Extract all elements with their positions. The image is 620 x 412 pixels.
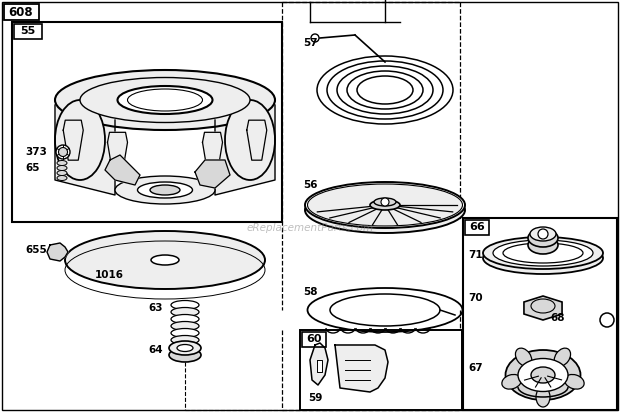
Polygon shape <box>195 160 230 188</box>
Ellipse shape <box>58 147 68 157</box>
Ellipse shape <box>565 375 584 389</box>
Polygon shape <box>524 296 562 320</box>
Ellipse shape <box>305 182 465 228</box>
Ellipse shape <box>505 350 580 400</box>
Ellipse shape <box>503 243 583 263</box>
Bar <box>463 218 617 410</box>
Ellipse shape <box>169 341 201 355</box>
Polygon shape <box>107 132 128 172</box>
Polygon shape <box>310 343 328 385</box>
Ellipse shape <box>554 348 570 366</box>
Bar <box>300 330 462 410</box>
Ellipse shape <box>55 70 275 130</box>
Ellipse shape <box>518 358 568 391</box>
Ellipse shape <box>528 229 558 247</box>
Text: 55: 55 <box>20 26 35 36</box>
Bar <box>302 332 326 347</box>
Ellipse shape <box>370 200 400 210</box>
Ellipse shape <box>171 300 199 309</box>
Text: 373: 373 <box>25 147 47 157</box>
Polygon shape <box>47 243 68 261</box>
Ellipse shape <box>118 86 213 114</box>
Ellipse shape <box>57 161 67 166</box>
Ellipse shape <box>80 77 250 122</box>
Ellipse shape <box>502 375 521 389</box>
Text: 59: 59 <box>308 393 322 403</box>
Ellipse shape <box>177 344 193 351</box>
Text: eReplacementParts.com: eReplacementParts.com <box>246 223 374 233</box>
Ellipse shape <box>56 145 70 159</box>
Polygon shape <box>55 105 115 195</box>
Circle shape <box>600 313 614 327</box>
Bar <box>465 220 489 235</box>
Ellipse shape <box>483 237 603 269</box>
Ellipse shape <box>115 176 215 204</box>
Polygon shape <box>247 120 267 160</box>
Ellipse shape <box>171 307 199 316</box>
Ellipse shape <box>55 100 105 180</box>
Ellipse shape <box>305 187 465 233</box>
Text: 608: 608 <box>9 5 33 19</box>
Text: 65: 65 <box>25 163 40 173</box>
Ellipse shape <box>308 184 463 226</box>
Bar <box>12 22 282 222</box>
Polygon shape <box>317 360 322 372</box>
Polygon shape <box>105 155 140 185</box>
Ellipse shape <box>171 335 199 344</box>
Text: 71: 71 <box>468 250 482 260</box>
Text: 63: 63 <box>148 303 162 313</box>
Circle shape <box>538 229 548 239</box>
Ellipse shape <box>57 171 67 176</box>
Ellipse shape <box>536 387 550 407</box>
Polygon shape <box>215 105 275 195</box>
Ellipse shape <box>128 89 203 111</box>
Text: 655: 655 <box>25 245 46 255</box>
Ellipse shape <box>528 236 558 254</box>
Bar <box>14 24 42 39</box>
Ellipse shape <box>493 240 593 266</box>
Ellipse shape <box>57 176 67 180</box>
Ellipse shape <box>57 166 67 171</box>
Ellipse shape <box>65 231 265 289</box>
Text: 56: 56 <box>303 180 317 190</box>
Text: 70: 70 <box>468 293 482 303</box>
Polygon shape <box>203 132 223 172</box>
Text: 60: 60 <box>306 334 322 344</box>
Ellipse shape <box>483 242 603 274</box>
Ellipse shape <box>150 185 180 195</box>
Ellipse shape <box>225 100 275 180</box>
Text: 1016: 1016 <box>95 270 124 280</box>
Polygon shape <box>63 120 83 160</box>
Text: 67: 67 <box>468 363 482 373</box>
Text: 58: 58 <box>303 287 317 297</box>
Ellipse shape <box>171 321 199 330</box>
Ellipse shape <box>530 227 556 241</box>
Text: 57: 57 <box>303 38 317 48</box>
Ellipse shape <box>169 348 201 362</box>
Polygon shape <box>335 345 388 392</box>
Ellipse shape <box>531 367 555 383</box>
Ellipse shape <box>374 198 396 206</box>
Ellipse shape <box>151 255 179 265</box>
Text: 64: 64 <box>148 345 162 355</box>
Ellipse shape <box>138 182 192 198</box>
Text: 68: 68 <box>550 313 564 323</box>
Circle shape <box>381 198 389 206</box>
Bar <box>4 4 39 20</box>
Ellipse shape <box>515 348 532 366</box>
Text: 66: 66 <box>469 222 485 232</box>
Ellipse shape <box>171 314 199 323</box>
Ellipse shape <box>171 328 199 337</box>
